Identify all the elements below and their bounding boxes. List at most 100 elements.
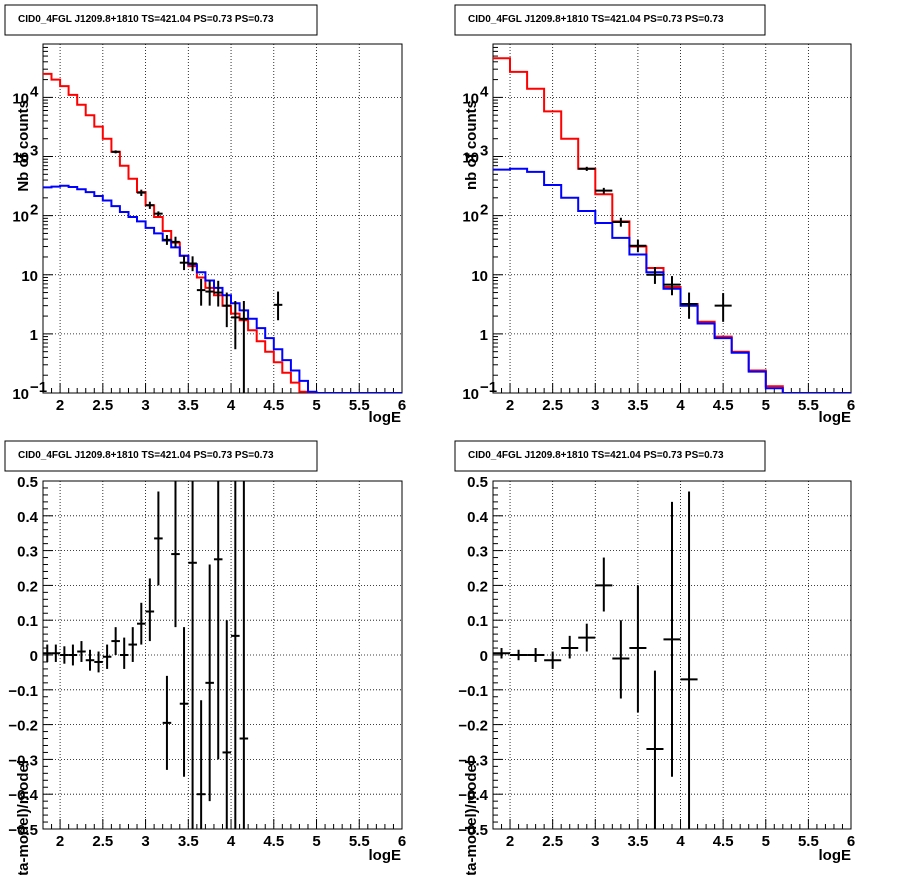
plot-frame	[492, 43, 852, 394]
title-box	[454, 440, 766, 472]
x-tick-label: 3	[591, 397, 599, 414]
y-tick-label: −0.1	[458, 683, 488, 700]
y-tick-exponent: 2	[30, 202, 38, 219]
x-tick-label: 4.5	[713, 397, 734, 414]
x-tick-label: 5	[312, 397, 320, 414]
y-tick-exponent: −1	[30, 379, 47, 396]
y-tick-label: −0.5	[458, 822, 488, 839]
y-tick-label: 0.2	[467, 578, 488, 595]
y-tick-label: 1	[30, 327, 38, 344]
grid	[43, 44, 402, 393]
y-tick-exponent: 4	[480, 83, 489, 100]
x-tick-label: 2.5	[92, 397, 113, 414]
chart-p2: CID0_4FGL J1209.8+1810 TS=421.04 PS=0.73…	[454, 4, 855, 426]
y-axis-ticks	[43, 43, 53, 394]
chart-title: CID0_4FGL J1209.8+1810 TS=421.04 PS=0.73…	[468, 450, 724, 461]
y-tick-label: −0.3	[458, 752, 488, 769]
x-tick-label: 5.5	[798, 397, 819, 414]
data-layer	[493, 491, 698, 829]
x-tick-label: 3.5	[627, 833, 648, 850]
y-axis-label: Nb of counts	[15, 100, 32, 192]
data-layer	[493, 57, 851, 393]
plot-frame	[42, 43, 403, 394]
x-tick-label: 2.5	[92, 833, 113, 850]
chart-p1: CID0_4FGL J1209.8+1810 TS=421.04 PS=0.73…	[4, 4, 406, 426]
y-tick-label: 0.3	[467, 544, 488, 561]
x-axis-ticks	[42, 383, 403, 393]
x-tick-label: 3.5	[178, 833, 199, 850]
x-tick-label: 4.5	[713, 833, 734, 850]
y-axis-ticks	[493, 480, 503, 830]
x-axis-ticks	[42, 819, 403, 829]
x-tick-label: 4	[227, 833, 236, 850]
data-points	[578, 166, 732, 322]
x-tick-label: 6	[398, 397, 406, 414]
y-tick-label: 0.4	[17, 509, 39, 526]
x-tick-label: 2	[506, 833, 514, 850]
x-tick-label: 6	[847, 397, 855, 414]
y-tick-label: −0.1	[8, 683, 38, 700]
y-axis-label: (data-model)/model	[15, 760, 32, 875]
y-tick-exponent: 3	[480, 143, 488, 160]
y-tick-label: −0.2	[8, 718, 38, 735]
x-tick-label: 2.5	[542, 397, 563, 414]
x-tick-label: 2	[56, 397, 64, 414]
model-source-histogram	[43, 184, 402, 393]
data-layer	[43, 481, 249, 829]
title-box	[4, 440, 318, 472]
y-tick-label: 10	[462, 150, 479, 167]
title-box	[4, 4, 318, 36]
x-tick-label: 3	[141, 833, 149, 850]
x-tick-label: 5	[312, 833, 320, 850]
y-tick-label: −0.2	[458, 718, 488, 735]
x-tick-label: 5.5	[798, 833, 819, 850]
model-total-histogram	[43, 72, 402, 393]
x-tick-label: 2.5	[542, 833, 563, 850]
y-axis-ticks	[43, 480, 53, 830]
x-tick-label: 4	[676, 833, 685, 850]
y-tick-label: 0.5	[17, 474, 38, 491]
x-tick-label: 3	[141, 397, 149, 414]
y-tick-label: 0.1	[467, 613, 488, 630]
x-tick-label: 4	[676, 397, 685, 414]
x-tick-label: 5	[762, 833, 770, 850]
y-tick-label: 10	[471, 268, 488, 285]
chart-title: CID0_4FGL J1209.8+1810 TS=421.04 PS=0.73…	[18, 450, 274, 461]
y-tick-label: 0	[30, 648, 38, 665]
x-tick-label: 6	[847, 833, 855, 850]
y-tick-exponent: −1	[480, 379, 497, 396]
x-axis-ticks	[492, 819, 852, 829]
x-axis-label: logE	[819, 847, 852, 864]
y-tick-exponent: 3	[30, 143, 38, 160]
y-tick-exponent: 2	[480, 202, 488, 219]
chart-title: CID0_4FGL J1209.8+1810 TS=421.04 PS=0.73…	[18, 14, 274, 25]
chart-p3: CID0_4FGL J1209.8+1810 TS=421.04 PS=0.73…	[4, 440, 406, 875]
x-axis-label: logE	[819, 409, 852, 426]
model-total-histogram	[493, 57, 851, 393]
x-tick-label: 5	[762, 397, 770, 414]
y-tick-label: 0.2	[17, 578, 38, 595]
y-axis-label: (data-model)/model	[463, 760, 480, 875]
x-tick-label: 2	[506, 397, 514, 414]
data-points	[111, 150, 283, 393]
x-tick-label: 4	[227, 397, 236, 414]
data-layer	[43, 72, 402, 393]
grid	[493, 44, 851, 393]
x-tick-label: 4.5	[263, 833, 284, 850]
y-tick-label: 10	[12, 386, 29, 403]
x-tick-label: 5.5	[349, 397, 370, 414]
y-tick-label: 10	[12, 209, 29, 226]
y-tick-label: 1	[480, 327, 488, 344]
x-tick-label: 3.5	[178, 397, 199, 414]
y-tick-label: 0.5	[467, 474, 488, 491]
x-tick-label: 6	[398, 833, 406, 850]
x-axis-label: logE	[369, 409, 402, 426]
chart-title: CID0_4FGL J1209.8+1810 TS=421.04 PS=0.73…	[468, 14, 724, 25]
data-points	[43, 481, 249, 829]
plot-frame	[42, 480, 403, 830]
x-tick-label: 4.5	[263, 397, 284, 414]
x-tick-label: 2	[56, 833, 64, 850]
y-tick-label: 0.1	[17, 613, 38, 630]
y-tick-label: −0.3	[8, 752, 38, 769]
